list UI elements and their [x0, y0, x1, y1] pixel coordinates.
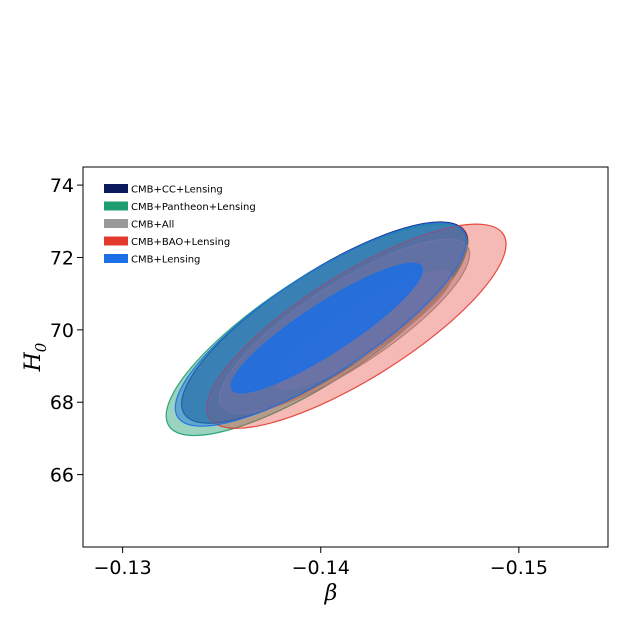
- x-tick-label-0: −0.13: [94, 557, 152, 579]
- y-axis-label-main: H: [21, 351, 46, 372]
- contour-inner-4: [230, 262, 423, 394]
- y-tick-label-1: 68: [50, 392, 74, 414]
- x-tick-label-1: −0.14: [292, 557, 350, 579]
- legend-swatch-1: [104, 201, 128, 211]
- x-axis-label: β: [324, 581, 338, 606]
- legend-swatch-0: [104, 184, 128, 193]
- contour-layer: [165, 221, 507, 437]
- y-axis-label: H0: [21, 342, 50, 372]
- legend-label-3: CMB+BAO+Lensing: [131, 237, 230, 248]
- plot-frame: [82, 166, 609, 548]
- legend-swatch-3: [104, 236, 128, 246]
- y-tick-label-3: 72: [50, 247, 74, 269]
- x-tick-label-2: −0.15: [490, 557, 548, 579]
- svg-text:H0: H0: [21, 342, 50, 372]
- legend: CMB+CC+Lensing CMB+Pantheon+Lensing CMB+Al…: [104, 184, 256, 266]
- y-axis: 66 68 70 72 74: [50, 175, 83, 487]
- legend-swatch-2: [104, 219, 128, 228]
- y-axis-label-subscript: 0: [32, 342, 50, 352]
- y-tick-label-2: 70: [50, 320, 74, 342]
- y-tick-label-0: 66: [50, 465, 74, 487]
- legend-label-1: CMB+Pantheon+Lensing: [131, 202, 256, 213]
- y-tick-label-4: 74: [50, 175, 74, 197]
- legend-label-2: CMB+All: [131, 220, 174, 231]
- legend-swatch-4: [104, 254, 128, 263]
- legend-label-4: CMB+Lensing: [131, 255, 200, 266]
- legend-label-0: CMB+CC+Lensing: [131, 185, 223, 196]
- x-axis: −0.13 −0.14 −0.15: [94, 547, 548, 579]
